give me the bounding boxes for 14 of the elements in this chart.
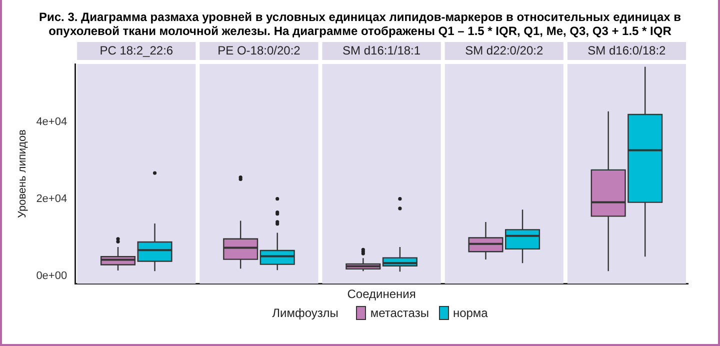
chart-title: Рис. 3. Диаграмма размаха уровней в условных единицах липидов-маркеров в относительных единицах в опухолевой ткани молочной железы. На диаграмме отображены Q1 – 1.5 * IQR, Q1, Me, Q3, Q3 + 1.5 * IQR [38,9,682,40]
y-tick-label: 2e+04 [36,192,68,205]
x-axis-title: Соединения [347,287,416,302]
x-tick-label: SM d16:1/18:1 [342,43,421,58]
x-tick-label: PE O-18:0/20:2 [218,43,301,58]
x-tick-label: PC 18:2_22:6 [100,43,174,58]
x-tick-label: SM d16:0/18:2 [588,43,666,58]
legend-label: норма [452,306,488,320]
y-tick-label: 4e+04 [36,116,68,128]
legend-label: метастазы [370,306,429,320]
legend-title: Лимфоузлы [272,306,338,320]
y-tick-label: 0e+00 [36,270,68,282]
x-tick-label: SM d22:0/20:2 [465,43,544,58]
y-axis-title: Уровень липидов [16,129,29,218]
